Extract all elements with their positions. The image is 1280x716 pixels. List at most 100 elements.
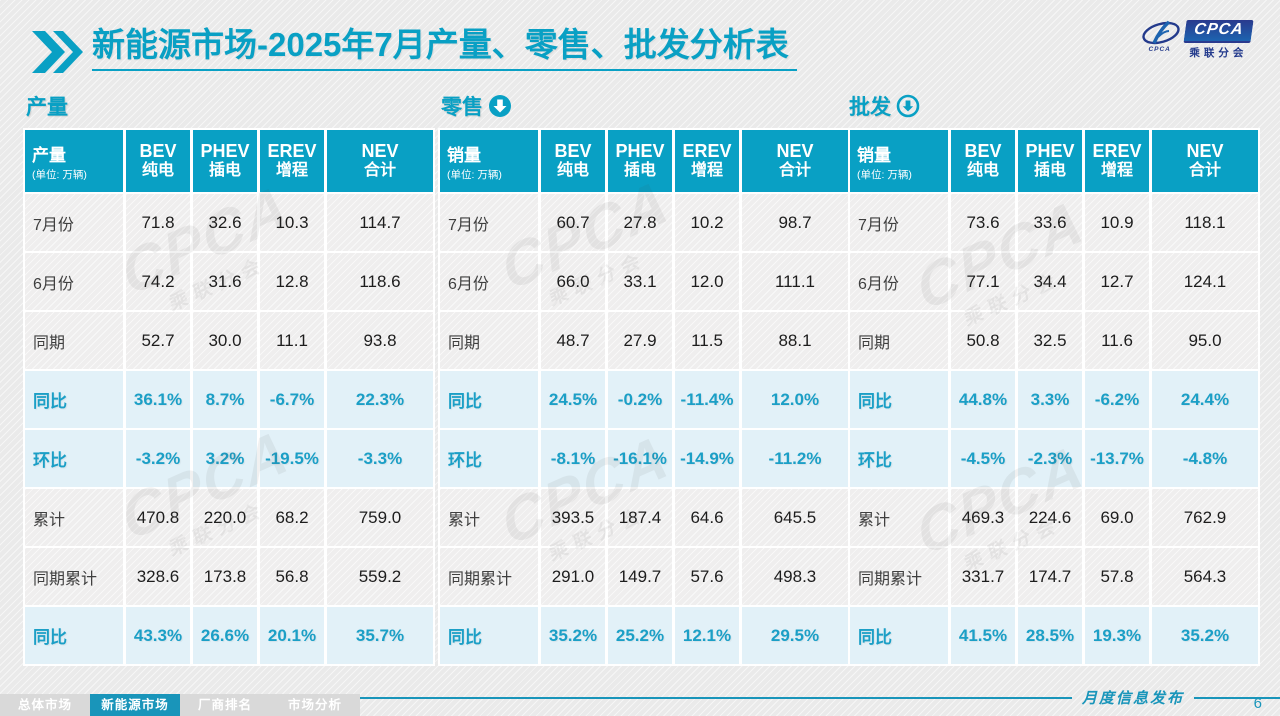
data-cell: 22.3%	[327, 371, 433, 428]
column-header-line1: EREV	[1092, 140, 1142, 161]
data-cell: -6.2%	[1085, 371, 1149, 428]
footer-tab-oem-ranking[interactable]: 厂商排名	[180, 694, 270, 716]
footer-tab-nev-market[interactable]: 新能源市场	[90, 694, 180, 716]
row-label: 7月份	[440, 194, 538, 251]
data-cell: 11.1	[260, 312, 324, 369]
column-header-line2: 合计	[778, 162, 811, 180]
column-header-line2: 插电	[208, 162, 241, 180]
data-cell: 10.3	[260, 194, 324, 251]
data-cell: 50.8	[951, 312, 1015, 369]
data-cell: 12.8	[260, 253, 324, 310]
data-cell: 69.0	[1085, 489, 1149, 546]
data-cell: -11.2%	[742, 430, 848, 487]
data-cell: 27.9	[608, 312, 672, 369]
retail-table: 销量 (单位: 万辆) BEV 纯电 PHEV 插电 EREV 增程 NEV 合计 7月份 60.7 2…	[440, 130, 848, 664]
data-cell: 559.2	[327, 548, 433, 605]
data-cell: 34.4	[1018, 253, 1082, 310]
data-cell: 71.8	[126, 194, 190, 251]
data-cell: 43.3%	[126, 607, 190, 664]
data-cell: 68.2	[260, 489, 324, 546]
column-header-line2: 插电	[1033, 162, 1066, 180]
section-label-production: 产量	[26, 91, 68, 121]
column-header-line1: PHEV	[1025, 140, 1075, 161]
column-header-line1: BEV	[139, 140, 177, 161]
column-header-line2: 纯电	[556, 162, 589, 180]
column-header-line1: BEV	[964, 140, 1002, 161]
data-cell: 26.6%	[193, 607, 257, 664]
data-cell: -6.7%	[260, 371, 324, 428]
column-header-phev: PHEV 插电	[1018, 130, 1082, 192]
wholesale-table: 销量 (单位: 万辆) BEV 纯电 PHEV 插电 EREV 增程 NEV 合计 7月份 73.6 3…	[850, 130, 1258, 664]
data-cell: 8.7%	[193, 371, 257, 428]
data-cell: 469.3	[951, 489, 1015, 546]
data-cell: 88.1	[742, 312, 848, 369]
data-cell: 32.6	[193, 194, 257, 251]
data-cell: 12.0	[675, 253, 739, 310]
cpca-logo: CPCA CPCA 乘联分会	[1138, 20, 1254, 60]
data-cell: -0.2%	[608, 371, 672, 428]
data-cell: 33.1	[608, 253, 672, 310]
column-header-erev: EREV 增程	[260, 130, 324, 192]
data-cell: 73.6	[951, 194, 1015, 251]
section-label-wholesale: 批发	[849, 91, 920, 121]
data-cell: -13.7%	[1085, 430, 1149, 487]
row-label: 同期	[850, 312, 948, 369]
page-title-bold: 新能源市场	[92, 26, 257, 63]
column-header-erev: EREV 增程	[1085, 130, 1149, 192]
data-cell: -3.3%	[327, 430, 433, 487]
data-cell: 64.6	[675, 489, 739, 546]
data-cell: 41.5%	[951, 607, 1015, 664]
row-label: 7月份	[850, 194, 948, 251]
column-header-bev: BEV 纯电	[126, 130, 190, 192]
data-cell: 174.7	[1018, 548, 1082, 605]
footer-tab-market-analysis[interactable]: 市场分析	[270, 694, 360, 716]
data-cell: 11.5	[675, 312, 739, 369]
data-cell: 114.7	[327, 194, 433, 251]
data-cell: 74.2	[126, 253, 190, 310]
data-cell: 224.6	[1018, 489, 1082, 546]
down-arrow-circle-filled-icon	[489, 95, 511, 117]
data-cell: 393.5	[541, 489, 605, 546]
column-header-erev: EREV 增程	[675, 130, 739, 192]
column-header-nev: NEV 合计	[327, 130, 433, 192]
cpca-logo-text: CPCA	[1183, 20, 1254, 43]
down-arrow-circle-outline-icon	[896, 94, 920, 118]
data-cell: 35.2%	[1152, 607, 1258, 664]
data-cell: 124.1	[1152, 253, 1258, 310]
table-corner-unit: (单位: 万辆)	[447, 168, 502, 181]
data-cell: 29.5%	[742, 607, 848, 664]
column-header-line2: 合计	[363, 162, 396, 180]
data-cell: 3.2%	[193, 430, 257, 487]
row-label: 累计	[850, 489, 948, 546]
table-corner-unit: (单位: 万辆)	[857, 168, 912, 181]
row-label: 6月份	[25, 253, 123, 310]
row-label: 同比	[850, 607, 948, 664]
data-cell: 24.5%	[541, 371, 605, 428]
column-header-line2: 纯电	[966, 162, 999, 180]
data-cell: 498.3	[742, 548, 848, 605]
data-cell: 66.0	[541, 253, 605, 310]
row-label: 同比	[850, 371, 948, 428]
data-cell: 48.7	[541, 312, 605, 369]
section-label-production-text: 产量	[26, 96, 68, 119]
data-cell: -8.1%	[541, 430, 605, 487]
data-cell: -4.5%	[951, 430, 1015, 487]
table-corner-title: 产量	[32, 145, 66, 165]
data-cell: 57.6	[675, 548, 739, 605]
column-header-phev: PHEV 插电	[193, 130, 257, 192]
data-cell: 20.1%	[260, 607, 324, 664]
data-cell: 118.6	[327, 253, 433, 310]
data-cell: 44.8%	[951, 371, 1015, 428]
footer-tab-overall-market[interactable]: 总体市场	[0, 694, 90, 716]
footer-tab-bar: 总体市场 新能源市场 厂商排名 市场分析	[0, 694, 360, 716]
cpca-logo-mark-icon: CPCA	[1138, 20, 1182, 53]
data-cell: 98.7	[742, 194, 848, 251]
data-cell: 95.0	[1152, 312, 1258, 369]
data-cell: 57.8	[1085, 548, 1149, 605]
data-cell: 118.1	[1152, 194, 1258, 251]
retail-grid: 销量 (单位: 万辆) BEV 纯电 PHEV 插电 EREV 增程 NEV 合计 7月份 60.7 2…	[440, 130, 848, 664]
row-label: 累计	[440, 489, 538, 546]
data-cell: -3.2%	[126, 430, 190, 487]
row-label: 同期累计	[440, 548, 538, 605]
cpca-logo-caption: CPCA	[1148, 46, 1171, 53]
